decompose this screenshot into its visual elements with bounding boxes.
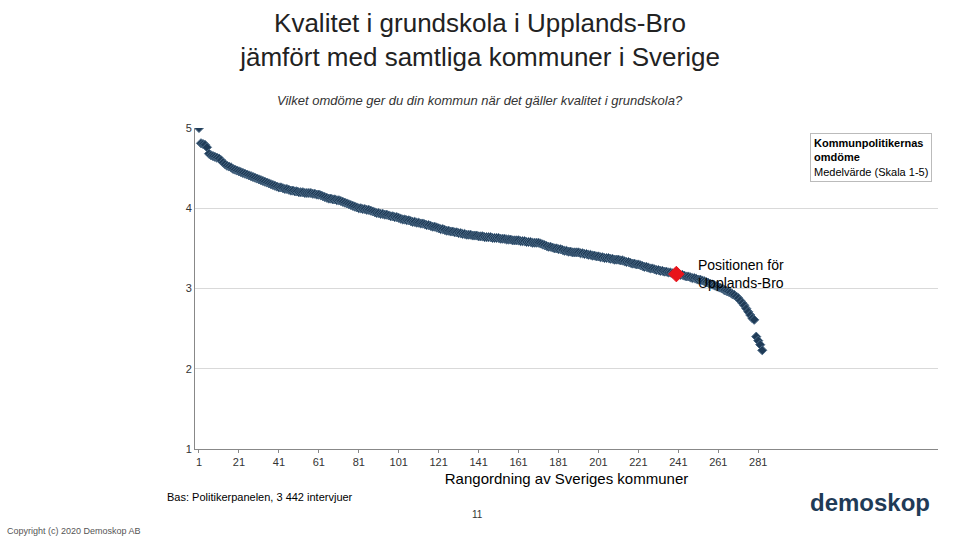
svg-text:Rangordning av Sveriges kommun: Rangordning av Sveriges kommuner [445,470,688,487]
svg-text:141: 141 [469,456,487,468]
svg-text:21: 21 [233,456,245,468]
svg-text:281: 281 [749,456,767,468]
svg-text:Copyright (c) 2020 Demoskop AB: Copyright (c) 2020 Demoskop AB [7,526,141,536]
svg-text:121: 121 [429,456,447,468]
svg-text:201: 201 [589,456,607,468]
svg-text:11: 11 [472,509,483,520]
svg-text:demoskop: demoskop [810,489,930,516]
svg-text:241: 241 [669,456,687,468]
svg-text:1: 1 [196,456,202,468]
svg-text:Kvalitet i grundskola i Upplan: Kvalitet i grundskola i Upplands-Brojämf… [239,8,720,72]
svg-text:Bas: Politikerpanelen, 3 442 i: Bas: Politikerpanelen, 3 442 intervjuer [167,491,353,503]
svg-text:1: 1 [186,443,192,455]
svg-text:3: 3 [186,282,192,294]
svg-text:Positionen förUpplands-Bro: Positionen förUpplands-Bro [698,257,784,291]
svg-text:Vilket omdöme ger du din kommu: Vilket omdöme ger du din kommun när det … [277,93,683,108]
svg-text:2: 2 [186,363,192,375]
svg-text:41: 41 [273,456,285,468]
svg-text:81: 81 [353,456,365,468]
svg-text:261: 261 [709,456,727,468]
svg-text:221: 221 [629,456,647,468]
svg-text:5: 5 [186,122,192,134]
svg-text:61: 61 [313,456,325,468]
svg-text:161: 161 [509,456,527,468]
svg-text:4: 4 [186,202,192,214]
svg-text:KommunpolitikernasomdömeMedelv: KommunpolitikernasomdömeMedelvärde (Skal… [814,137,928,178]
svg-text:101: 101 [390,456,408,468]
svg-text:181: 181 [549,456,567,468]
